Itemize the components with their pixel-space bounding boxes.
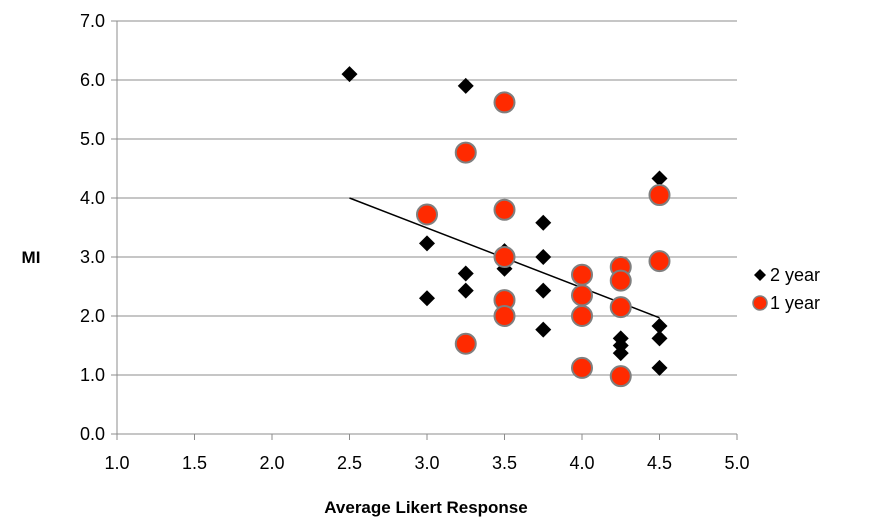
axes [116, 21, 738, 440]
x-tick-label: 5.0 [724, 453, 749, 473]
legend-marker-1-year [752, 295, 768, 311]
data-point-2-year [651, 170, 668, 187]
y-tick-label: 3.0 [80, 247, 105, 267]
data-point-2-year [651, 318, 668, 335]
y-axis-title: MI [22, 248, 41, 267]
x-axis-title: Average Likert Response [324, 498, 527, 517]
y-tick-label: 0.0 [80, 424, 105, 444]
x-tick-labels: 1.0 1.5 2.0 2.5 3.0 3.5 4.0 4.5 5.0 [104, 453, 749, 473]
data-point-1-year [609, 365, 632, 388]
x-tick-label: 1.0 [104, 453, 129, 473]
y-tick-label: 7.0 [80, 11, 105, 31]
legend-marker-2-year [754, 269, 766, 281]
data-point-2-year [535, 249, 552, 265]
data-point-2-year [651, 330, 668, 347]
data-point-1-year [454, 141, 477, 164]
data-point-1-year [571, 284, 593, 307]
legend-label-1-year: 1 year [770, 293, 820, 313]
data-point-2-year [535, 321, 552, 338]
x-tick-label: 4.5 [647, 453, 672, 473]
data-point-1-year [648, 250, 671, 273]
data-point-1-year [571, 305, 593, 327]
y-tick-label: 2.0 [80, 306, 105, 326]
data-point-2-year [535, 282, 552, 299]
data-point-2-year [419, 290, 435, 307]
legend-label-2-year: 2 year [770, 265, 820, 285]
data-point-2-year [651, 359, 668, 376]
data-point-2-year [341, 66, 358, 83]
data-point-1-year [493, 91, 516, 114]
series-1-year [416, 91, 671, 388]
y-tick-label: 5.0 [80, 129, 105, 149]
x-tick-label: 4.0 [569, 453, 594, 473]
gridlines [111, 20, 737, 435]
data-point-2-year [457, 77, 474, 94]
data-point-1-year [609, 296, 632, 319]
x-tick-label: 3.0 [414, 453, 439, 473]
data-point-2-year [419, 235, 435, 252]
data-point-2-year [612, 345, 629, 362]
x-tick-label: 3.5 [492, 453, 517, 473]
x-tick-label: 1.5 [182, 453, 207, 473]
data-point-1-year [416, 203, 438, 226]
data-point-2-year [535, 214, 552, 231]
x-tick-label: 2.0 [259, 453, 284, 473]
data-point-2-year [457, 282, 474, 299]
data-point-2-year [457, 265, 474, 282]
data-point-1-year [648, 184, 671, 207]
x-tick-label: 2.5 [337, 453, 362, 473]
data-point-1-year [609, 269, 632, 292]
data-point-1-year [493, 246, 516, 268]
data-point-1-year [493, 198, 516, 221]
y-tick-labels: 0.0 1.0 2.0 3.0 4.0 5.0 6.0 7.0 [80, 11, 105, 444]
data-point-1-year [571, 356, 593, 379]
y-tick-label: 4.0 [80, 188, 105, 208]
legend: 2 year 1 year [752, 265, 820, 313]
data-point-1-year [454, 332, 477, 355]
data-point-1-year [571, 263, 593, 286]
y-tick-label: 1.0 [80, 365, 105, 385]
data-point-1-year [493, 305, 516, 327]
y-tick-label: 6.0 [80, 70, 105, 90]
